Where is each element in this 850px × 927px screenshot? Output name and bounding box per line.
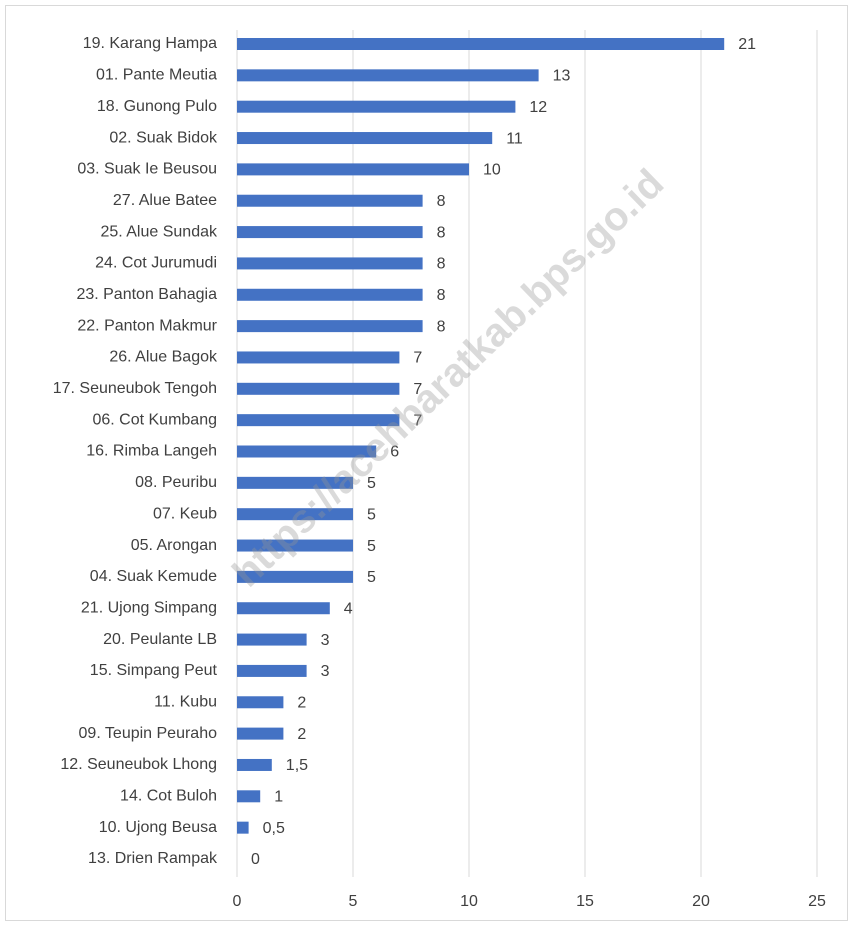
bar — [237, 476, 353, 489]
bar — [237, 382, 400, 395]
data-label: 10 — [483, 162, 501, 179]
bar — [237, 69, 539, 82]
x-tick-label: 20 — [692, 893, 710, 910]
data-label: 11 — [506, 130, 523, 147]
data-label: 2 — [297, 694, 306, 711]
bar — [237, 163, 469, 176]
y-tick-label: 23. Panton Bahagia — [76, 286, 217, 303]
bar — [237, 508, 353, 521]
y-tick-label: 11. Kubu — [154, 693, 217, 710]
y-tick-label: 05. Arongan — [131, 537, 217, 554]
data-label: 13 — [553, 68, 571, 85]
data-label: 8 — [437, 318, 446, 335]
bar — [237, 445, 377, 458]
y-tick-label: 13. Drien Rampak — [88, 850, 218, 867]
x-tick-label: 15 — [576, 893, 594, 910]
y-tick-label: 16. Rimba Langeh — [86, 443, 217, 460]
x-tick-label: 0 — [233, 893, 242, 910]
data-label: 5 — [367, 538, 376, 555]
data-label: 8 — [437, 224, 446, 241]
y-tick-label: 20. Peulante LB — [103, 631, 217, 648]
data-label: 0 — [251, 851, 260, 868]
y-tick-label: 12. Seuneubok Lhong — [60, 756, 217, 773]
bar — [237, 100, 516, 113]
y-tick-label: 19. Karang Hampa — [83, 35, 217, 52]
data-label: 5 — [367, 475, 376, 492]
y-tick-label: 25. Alue Sundak — [100, 223, 218, 240]
data-label: 5 — [367, 569, 376, 586]
bar — [237, 414, 400, 427]
y-tick-label: 06. Cot Kumbang — [92, 411, 217, 428]
x-tick-label: 5 — [349, 893, 358, 910]
data-label: 7 — [413, 350, 422, 367]
data-label: 3 — [321, 663, 330, 680]
bar — [237, 288, 423, 301]
y-tick-label: 24. Cot Jurumudi — [95, 255, 217, 272]
data-label: 7 — [413, 381, 422, 398]
data-label: 8 — [437, 287, 446, 304]
y-tick-label: 15. Simpang Peut — [90, 662, 218, 679]
y-tick-label: 17. Seuneubok Tengoh — [53, 380, 217, 397]
bar — [237, 758, 272, 771]
bar — [237, 696, 284, 709]
y-tick-label: 26. Alue Bagok — [109, 349, 218, 366]
y-tick-label: 14. Cot Buloh — [120, 788, 217, 805]
bar — [237, 664, 307, 677]
data-label: 7 — [413, 412, 422, 429]
x-tick-label: 25 — [808, 893, 826, 910]
y-tick-label: 21. Ujong Simpang — [81, 599, 217, 616]
y-tick-label: 10. Ujong Beusa — [99, 819, 217, 836]
bar — [237, 38, 725, 50]
data-label: 1 — [274, 789, 283, 806]
data-label: 12 — [529, 99, 547, 116]
data-label: 21 — [738, 36, 756, 53]
bar — [237, 257, 423, 270]
bar — [237, 727, 284, 740]
data-label: 3 — [321, 632, 330, 649]
chart-frame — [5, 5, 848, 921]
bar — [237, 194, 423, 207]
bar — [237, 790, 261, 803]
x-tick-label: 10 — [460, 893, 478, 910]
y-tick-label: 07. Keub — [153, 505, 217, 522]
data-label: 2 — [297, 726, 306, 743]
y-tick-label: 09. Teupin Peuraho — [79, 725, 218, 742]
bar — [237, 226, 423, 239]
bar — [237, 539, 353, 552]
bar — [237, 570, 353, 583]
data-label: 0,5 — [263, 820, 285, 837]
bar — [237, 320, 423, 333]
y-tick-label: 04. Suak Kemude — [90, 568, 217, 585]
y-tick-label: 22. Panton Makmur — [77, 317, 217, 334]
bar — [237, 602, 330, 615]
y-tick-label: 01. Pante Meutia — [96, 67, 217, 84]
data-label: 6 — [390, 444, 399, 461]
data-label: 5 — [367, 506, 376, 523]
y-tick-label: 03. Suak Ie Beusou — [77, 161, 217, 178]
y-tick-label: 08. Peuribu — [135, 474, 217, 491]
data-label: 8 — [437, 256, 446, 273]
data-label: 1,5 — [286, 757, 308, 774]
y-tick-label: 18. Gunong Pulo — [97, 98, 217, 115]
bar — [237, 633, 307, 646]
y-tick-label: 27. Alue Batee — [113, 192, 217, 209]
y-tick-label: 02. Suak Bidok — [109, 129, 218, 146]
bar — [237, 351, 400, 364]
bar — [237, 132, 493, 145]
data-label: 8 — [437, 193, 446, 210]
data-label: 4 — [344, 600, 353, 617]
bar — [237, 821, 249, 834]
